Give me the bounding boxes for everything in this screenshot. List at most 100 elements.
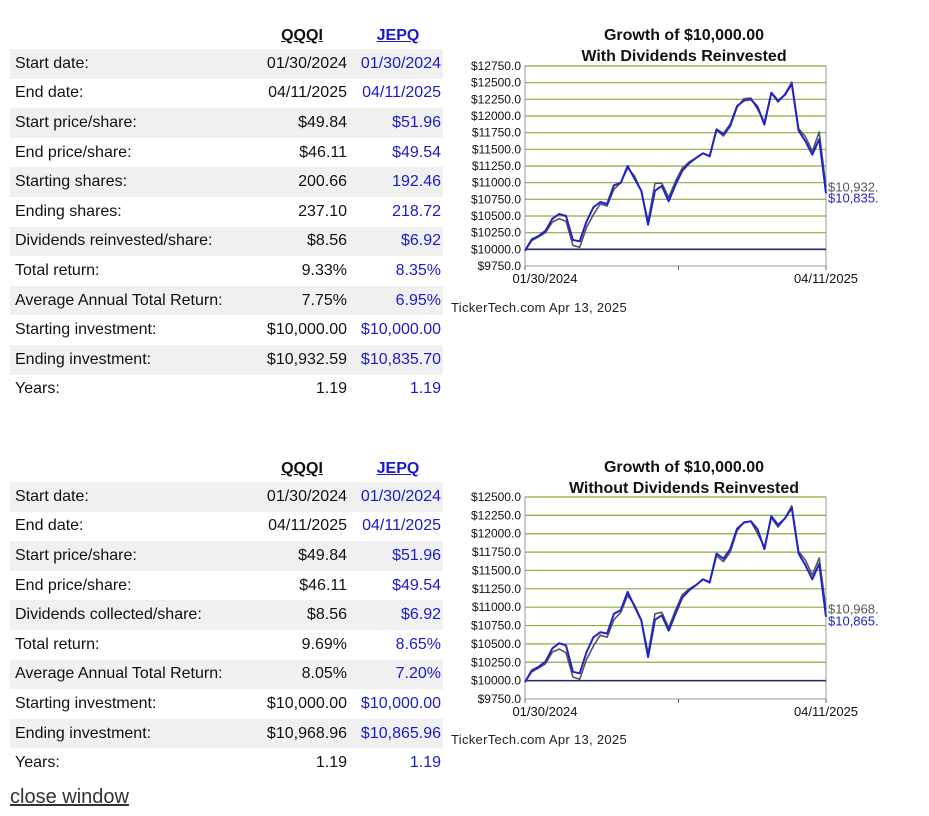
y-tick-label: $12500.0 [471, 76, 521, 90]
row-label: Ending investment: [10, 718, 251, 749]
row-label: Start price/share: [10, 108, 251, 138]
jepq-value: 192.46 [353, 167, 443, 197]
jepq-value: $49.54 [392, 143, 441, 161]
row-label: Ending investment: [10, 344, 251, 375]
row-label: Years: [15, 754, 60, 772]
y-tick-label: $11250.0 [472, 159, 521, 173]
qqqi-value: 8.05% [251, 659, 353, 690]
chart-credit: TickerTech.com Apr 13, 2025 [451, 300, 627, 315]
qqqi-value: $10,968.96 [251, 718, 353, 749]
row-label: Years: [15, 380, 60, 398]
stats-row: Starting investment: $10,000.00 $10,000.00 [10, 689, 443, 719]
row-label: Dividends reinvested/share: [10, 226, 251, 257]
qqqi-value: $10,000.00 [266, 694, 347, 712]
stats-row: Ending investment: $10,932.59 $10,835.70 [10, 344, 443, 375]
row-label: Average Annual Total Return: [10, 285, 251, 316]
jepq-value: 01/30/2024 [353, 49, 443, 79]
header-qqqi: QQQI [251, 23, 353, 49]
y-tick-label: $11750.0 [472, 126, 521, 140]
y-tick-label: $10750.0 [471, 192, 521, 206]
plot-area [524, 496, 827, 700]
jepq-link[interactable]: JEPQ [376, 27, 420, 44]
qqqi-value: 9.33% [301, 261, 347, 279]
jepq-value: $10,000.00 [360, 321, 441, 339]
y-tick-label: $12000.0 [471, 109, 521, 123]
y-tick-label: $11000.0 [472, 600, 521, 614]
qqqi-value: 04/11/2025 [268, 84, 347, 102]
qqqi-value: $49.84 [251, 108, 353, 138]
y-tick-label: $11250.0 [472, 582, 521, 596]
y-tick-label: $9750.0 [478, 692, 522, 706]
row-label: End price/share: [15, 576, 132, 594]
y-tick-label: $12000.0 [471, 527, 521, 541]
stats-row: Start price/share: $49.84 $51.96 [10, 108, 443, 138]
qqqi-value: 1.19 [315, 380, 347, 398]
qqqi-value: $8.56 [251, 226, 353, 257]
stats-row: Ending investment: $10,968.96 $10,865.96 [10, 718, 443, 749]
y-tick-label: $12250.0 [471, 508, 521, 522]
row-label: End price/share: [15, 143, 132, 161]
jepq-value: $10,865.96 [353, 718, 443, 749]
header-jepq: JEPQ [353, 23, 443, 49]
stats-row: End date: 04/11/2025 04/11/2025 [10, 79, 443, 109]
stats-row: Start date: 01/30/2024 01/30/2024 [10, 49, 443, 79]
series-line-jepq [524, 83, 827, 252]
stats-row: Starting shares: 200.66 192.46 [10, 167, 443, 197]
x-tick-label: 01/30/2024 [512, 271, 577, 286]
jepq-value: $49.54 [392, 576, 441, 594]
y-tick-label: $12250.0 [471, 92, 521, 106]
qqqi-link[interactable]: QQQI [281, 27, 323, 44]
y-tick-label: $10250.0 [471, 655, 521, 669]
stats-row: End price/share: $46.11 $49.54 [10, 138, 443, 168]
qqqi-value: $10,000.00 [266, 321, 347, 339]
stats-row: Start date: 01/30/2024 01/30/2024 [10, 482, 443, 512]
chart-without-dividends: Growth of $10,000.00 Without Dividends R… [448, 455, 878, 755]
jepq-value: 8.35% [395, 261, 441, 279]
jepq-value: $10,000.00 [360, 694, 441, 712]
jepq-value: $51.96 [353, 541, 443, 571]
end-value-label: $10,968.96 [828, 601, 878, 616]
jepq-value: 218.72 [392, 202, 441, 220]
y-tick-label: $12750.0 [471, 59, 521, 73]
stats-row: Start price/share: $49.84 $51.96 [10, 541, 443, 571]
qqqi-value: 01/30/2024 [251, 482, 353, 512]
qqqi-value: 237.10 [298, 202, 347, 220]
qqqi-link[interactable]: QQQI [281, 460, 323, 477]
y-tick-label: $12500.0 [471, 490, 521, 504]
qqqi-value: 200.66 [251, 167, 353, 197]
row-label: Total return: [15, 261, 100, 279]
row-label: Starting shares: [10, 167, 251, 197]
y-tick-label: $10500.0 [471, 209, 521, 223]
chart-title-line2: With Dividends Reinvested [581, 48, 787, 65]
chart-credit: TickerTech.com Apr 13, 2025 [451, 732, 627, 747]
jepq-link[interactable]: JEPQ [376, 460, 420, 477]
chart-title: Growth of $10,000.00 Without Dividends R… [488, 457, 880, 499]
y-tick-label: $11000.0 [472, 176, 521, 190]
jepq-value: $10,835.70 [353, 344, 443, 375]
jepq-value: 8.65% [395, 635, 441, 653]
chart-title: Growth of $10,000.00 With Dividends Rein… [488, 25, 880, 67]
row-label: Ending shares: [15, 202, 122, 220]
qqqi-value: 9.69% [301, 635, 347, 653]
stats-row: Dividends collected/share: $8.56 $6.92 [10, 600, 443, 630]
qqqi-value: 01/30/2024 [251, 49, 353, 79]
jepq-value: $6.92 [353, 226, 443, 257]
row-label: Dividends collected/share: [10, 600, 251, 630]
chart-title-line1: Growth of $10,000.00 [603, 27, 765, 44]
qqqi-value: 1.19 [315, 754, 347, 772]
chart-title-line1: Growth of $10,000.00 [603, 459, 765, 476]
chart-plot-with-dividends: $9750.0 $10000.0 $10250.0 $10500.0 $10750.0 $… [471, 59, 878, 286]
stats-row: Dividends reinvested/share: $8.56 $6.92 [10, 226, 443, 257]
x-tick-label: 04/11/2025 [794, 271, 858, 286]
row-label: Total return: [15, 635, 100, 653]
row-label: Start price/share: [10, 541, 251, 571]
jepq-value: 04/11/2025 [362, 84, 441, 102]
row-label: Start date: [10, 49, 251, 79]
stats-row: Total return: 9.33% 8.35% [10, 256, 443, 286]
stats-row: End price/share: $46.11 $49.54 [10, 571, 443, 601]
y-tick-label: $11750.0 [472, 545, 521, 559]
close-window-link[interactable]: close window [10, 786, 129, 808]
row-label: Average Annual Total Return: [10, 659, 251, 690]
jepq-value: 01/30/2024 [353, 482, 443, 512]
jepq-value: 1.19 [409, 380, 441, 398]
